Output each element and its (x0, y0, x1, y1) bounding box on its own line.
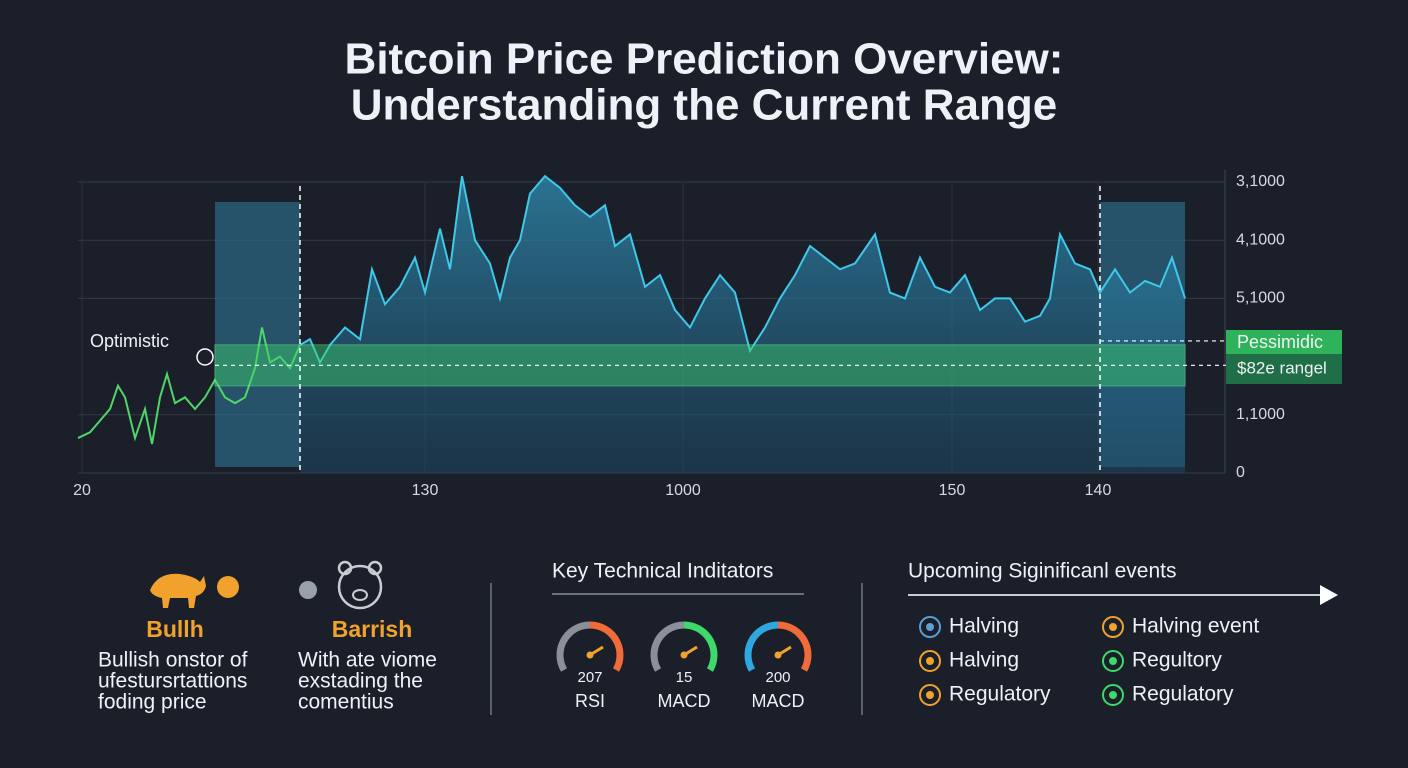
x-tick-label: 20 (73, 482, 91, 499)
x-tick-label: 150 (939, 482, 966, 499)
gauges: 207 RSI 15 MACD 200 MACD (556, 621, 812, 711)
events: Halving Halving event Halving Regultory Regu… (919, 615, 1259, 706)
event-icon (1102, 650, 1124, 672)
gauge-value: 207 (577, 669, 602, 686)
y-tick-label: 3,1000 (1236, 173, 1285, 190)
gauge-hub (774, 651, 782, 659)
indicators-title: Key Technical Inditators (552, 560, 773, 583)
annotation: Pessimidic (1237, 332, 1323, 352)
event-icon (919, 650, 941, 672)
gauge-arc (777, 621, 812, 672)
gauge-label: RSI (575, 691, 605, 711)
bear-icon (299, 560, 383, 610)
annotation-box (1226, 330, 1342, 354)
events-title: Upcoming Siginificanl events (908, 560, 1176, 583)
title: Bitcoin Price Prediction Overview: (345, 35, 1064, 84)
event-label: Regulatory (1132, 683, 1234, 706)
x-tick-label: 140 (1085, 482, 1112, 499)
event-icon-dot (1109, 691, 1117, 699)
line (77, 327, 301, 445)
event-label: Regultory (1132, 649, 1222, 672)
event-icon-dot (926, 657, 934, 665)
bear-text: comentius (298, 691, 394, 714)
line (299, 174, 1186, 365)
event-icon-dot (926, 691, 934, 699)
zone (215, 202, 300, 467)
gauge-arc (589, 621, 624, 672)
gauge-arc (744, 621, 779, 672)
bear-text: With ate viome (298, 649, 437, 672)
bear-title: Barrish (332, 616, 413, 642)
x-tick-label: 1000 (665, 482, 701, 499)
chart: 3,1000 4,1000 5,1000 1,1000 0 20 130 1000 150 140… (73, 170, 1342, 499)
gauge-value: 200 (765, 669, 790, 686)
event-icon-dot (1109, 657, 1117, 665)
gauge-value: 15 (676, 669, 693, 686)
y-tick-label: 4,1000 (1236, 231, 1285, 248)
gauge-arc (650, 621, 685, 672)
bull-icon (150, 573, 239, 608)
gauge-arc (683, 621, 718, 672)
bull-text: ufestursrtattions (98, 670, 247, 693)
title: Understanding the Current Range (351, 81, 1058, 130)
event-label: Halving (949, 615, 1019, 638)
bull-text: foding price (98, 691, 207, 714)
annotation-box (1226, 354, 1342, 384)
timeline-arrow (1320, 585, 1338, 605)
annotation: Optimistic (90, 331, 169, 351)
event-label: Regulatory (949, 683, 1051, 706)
gauge-label: MACD (752, 691, 805, 711)
gauge-hub (680, 651, 688, 659)
x-tick-label: 130 (412, 482, 439, 499)
y-tick-label: 1,1000 (1236, 406, 1285, 423)
event-icon-dot (1109, 623, 1117, 631)
annotation-marker (196, 348, 214, 366)
bull-title: Bullh (146, 616, 204, 642)
bear-text: exstading the (298, 670, 423, 693)
event-icon (1102, 616, 1124, 638)
event-icon-dot (926, 623, 934, 631)
y-tick-label: 0 (1236, 464, 1245, 481)
gauge-label: MACD (658, 691, 711, 711)
event-icon (1102, 684, 1124, 706)
y-tick-label: 5,1000 (1236, 290, 1285, 307)
event-label: Halving event (1132, 615, 1259, 638)
bull-text: Bullish onstor of (98, 649, 248, 672)
gauge-arc (556, 621, 591, 672)
gauge-hub (586, 651, 594, 659)
event-icon (919, 684, 941, 706)
annotation: $82e rangel (1237, 358, 1327, 377)
event-label: Halving (949, 649, 1019, 672)
event-icon (919, 616, 941, 638)
